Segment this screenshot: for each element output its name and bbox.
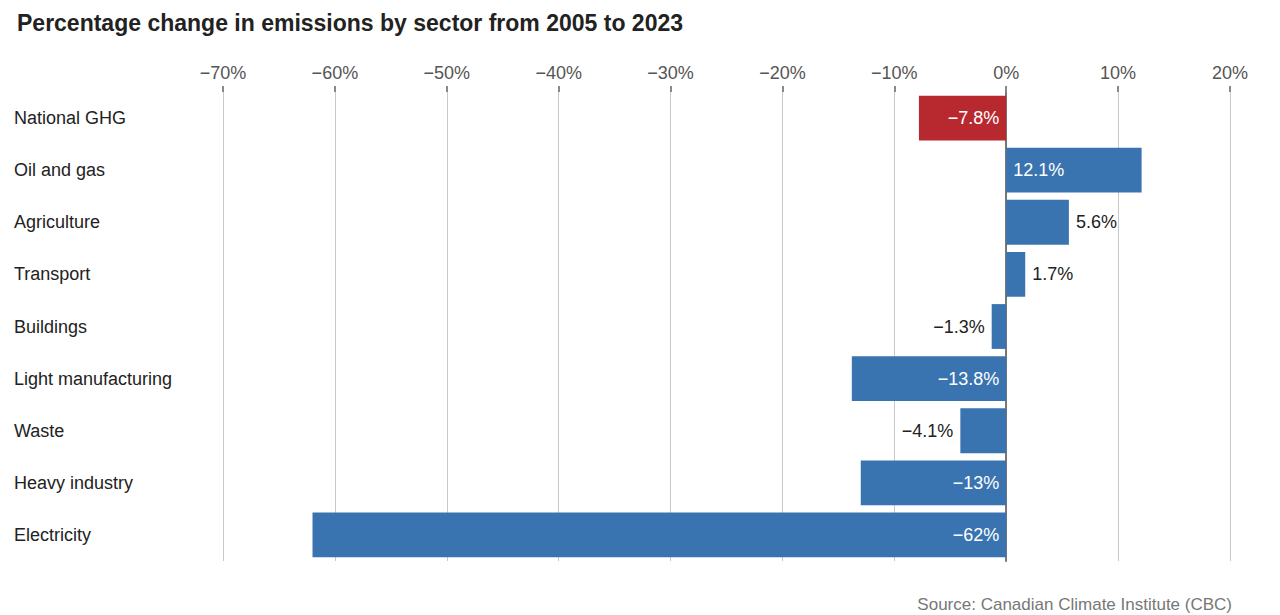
svg-text:Percentage change in emissions: Percentage change in emissions by sector… — [17, 10, 683, 36]
svg-text:Source: Canadian Climate Insti: Source: Canadian Climate Institute (CBC) — [917, 595, 1232, 614]
svg-text:−7.8%: −7.8% — [948, 108, 1000, 128]
svg-text:Electricity: Electricity — [14, 525, 91, 545]
svg-text:12.1%: 12.1% — [1013, 160, 1064, 180]
svg-text:−60%: −60% — [312, 63, 359, 83]
svg-text:−30%: −30% — [647, 63, 694, 83]
svg-text:20%: 20% — [1212, 63, 1248, 83]
svg-text:Waste: Waste — [14, 421, 64, 441]
svg-text:0%: 0% — [993, 63, 1019, 83]
svg-text:−10%: −10% — [871, 63, 918, 83]
svg-text:−62%: −62% — [953, 525, 1000, 545]
svg-text:Buildings: Buildings — [14, 317, 87, 337]
svg-text:1.7%: 1.7% — [1032, 264, 1073, 284]
svg-text:Light manufacturing: Light manufacturing — [14, 369, 172, 389]
svg-text:−4.1%: −4.1% — [902, 421, 954, 441]
svg-text:Agriculture: Agriculture — [14, 212, 100, 232]
svg-text:Transport: Transport — [14, 264, 90, 284]
svg-text:−50%: −50% — [424, 63, 471, 83]
svg-text:Oil and gas: Oil and gas — [14, 160, 105, 180]
svg-text:−1.3%: −1.3% — [933, 317, 985, 337]
svg-text:10%: 10% — [1100, 63, 1136, 83]
svg-text:−70%: −70% — [200, 63, 247, 83]
svg-text:Heavy industry: Heavy industry — [14, 473, 133, 493]
svg-text:National GHG: National GHG — [14, 108, 126, 128]
svg-text:−20%: −20% — [759, 63, 806, 83]
svg-text:−40%: −40% — [535, 63, 582, 83]
svg-text:−13%: −13% — [953, 473, 1000, 493]
svg-text:5.6%: 5.6% — [1076, 212, 1117, 232]
svg-text:−13.8%: −13.8% — [938, 369, 1000, 389]
